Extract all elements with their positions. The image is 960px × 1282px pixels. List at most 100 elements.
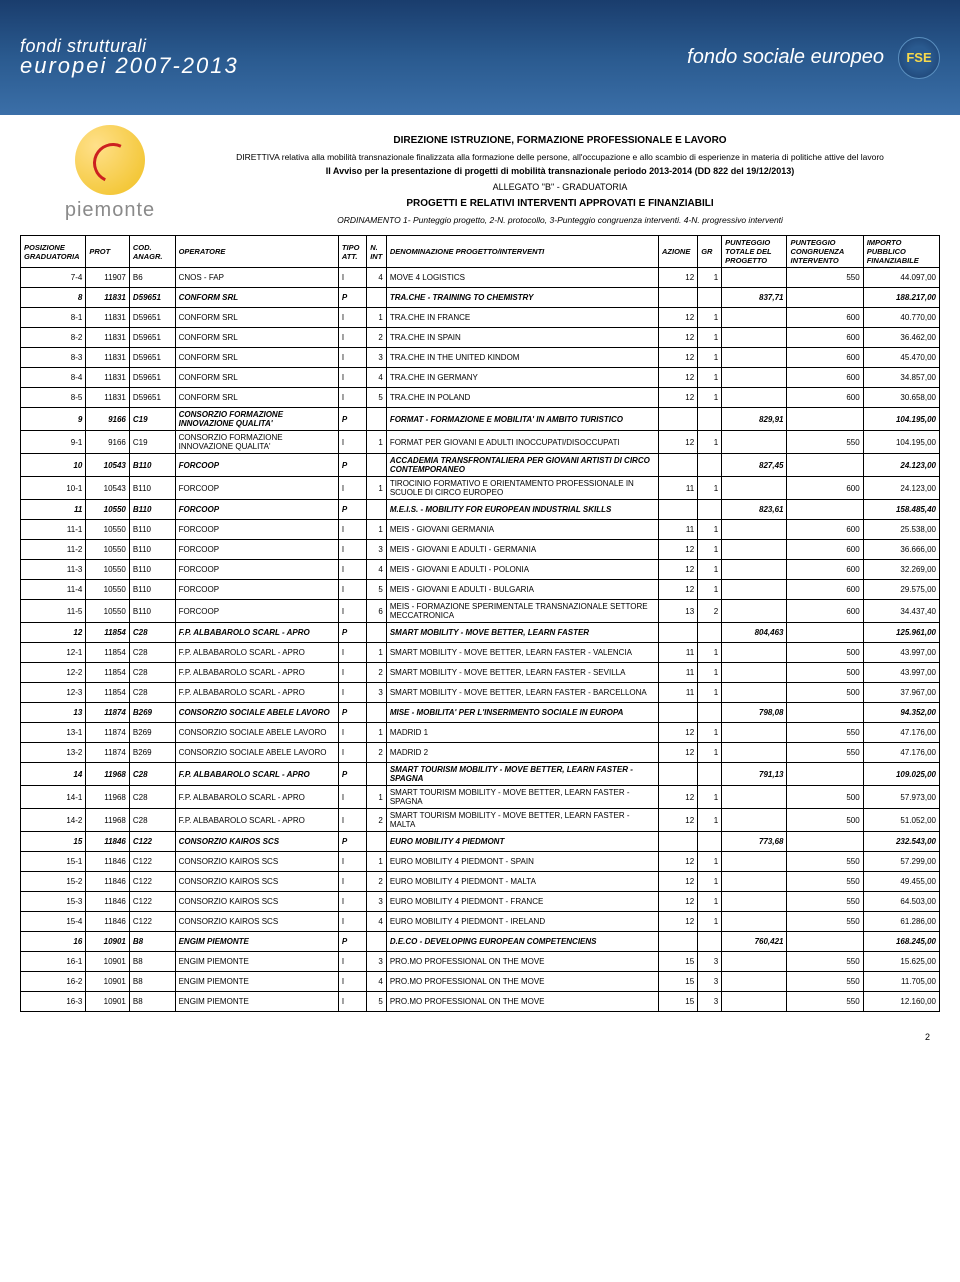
cell-imp: 104.195,00	[863, 431, 939, 454]
cell-cod: C122	[129, 912, 175, 932]
cell-pos: 11-4	[21, 580, 86, 600]
cell-prot: 10550	[86, 500, 130, 520]
cell-ptot	[722, 743, 787, 763]
cell-prot: 11831	[86, 368, 130, 388]
cell-ptot	[722, 368, 787, 388]
cell-tipo: I	[338, 992, 366, 1012]
table-header-row: POSIZIONE GRADUATORIA PROT COD. ANAGR. O…	[21, 236, 940, 268]
cell-tipo: I	[338, 560, 366, 580]
cell-den: FORMAT - FORMAZIONE E MOBILITA' IN AMBIT…	[386, 408, 658, 431]
cell-pos: 8-4	[21, 368, 86, 388]
cell-prot: 11854	[86, 643, 130, 663]
cell-tipo: P	[338, 763, 366, 786]
cell-prot: 11968	[86, 786, 130, 809]
cell-tipo: P	[338, 623, 366, 643]
cell-cod: D59651	[129, 308, 175, 328]
cell-prot: 10901	[86, 932, 130, 952]
cell-nint	[367, 454, 387, 477]
cell-pos: 13-1	[21, 723, 86, 743]
cell-pcon: 550	[787, 852, 863, 872]
cell-nint	[367, 288, 387, 308]
cell-imp: 34.437,40	[863, 600, 939, 623]
cell-imp: 47.176,00	[863, 723, 939, 743]
cell-cod: C28	[129, 643, 175, 663]
cell-pos: 14-1	[21, 786, 86, 809]
cell-op: CONSORZIO SOCIALE ABELE LAVORO	[175, 743, 338, 763]
cell-az: 11	[659, 643, 698, 663]
banner-right-text: fondo sociale europeo	[687, 46, 884, 69]
cell-az	[659, 623, 698, 643]
cell-den: PRO.MO PROFESSIONAL ON THE MOVE	[386, 992, 658, 1012]
cell-pos: 7-4	[21, 268, 86, 288]
cell-cod: B269	[129, 703, 175, 723]
cell-imp: 40.770,00	[863, 308, 939, 328]
doc-line5: PROGETTI E RELATIVI INTERVENTI APPROVATI…	[220, 198, 900, 209]
cell-ptot: 823,61	[722, 500, 787, 520]
table-row: 11-310550B110FORCOOPI4MEIS - GIOVANI E A…	[21, 560, 940, 580]
cell-imp: 158.485,40	[863, 500, 939, 520]
cell-cod: B8	[129, 932, 175, 952]
cell-imp: 188.217,00	[863, 288, 939, 308]
cell-ptot	[722, 348, 787, 368]
cell-pcon: 600	[787, 328, 863, 348]
cell-tipo: I	[338, 683, 366, 703]
cell-pos: 15-4	[21, 912, 86, 932]
table-row: 15-411846C122CONSORZIO KAIROS SCSI4EURO …	[21, 912, 940, 932]
cell-den: MADRID 1	[386, 723, 658, 743]
cell-imp: 24.123,00	[863, 477, 939, 500]
cell-pos: 9-1	[21, 431, 86, 454]
cell-op: F.P. ALBABAROLO SCARL - APRO	[175, 663, 338, 683]
cell-ptot: 827,45	[722, 454, 787, 477]
cell-tipo: I	[338, 520, 366, 540]
cell-pcon: 600	[787, 368, 863, 388]
cell-op: CONSORZIO KAIROS SCS	[175, 852, 338, 872]
doc-line6: ORDINAMENTO 1- Punteggio progetto, 2-N. …	[220, 215, 900, 225]
doc-line4: ALLEGATO "B" - GRADUATORIA	[220, 182, 900, 192]
th-az: AZIONE	[659, 236, 698, 268]
cell-prot: 9166	[86, 431, 130, 454]
cell-nint	[367, 703, 387, 723]
cell-gr: 1	[698, 580, 722, 600]
table-row: 8-211831D59651CONFORM SRLI2TRA.CHE IN SP…	[21, 328, 940, 348]
cell-pos: 16-1	[21, 952, 86, 972]
cell-cod: C122	[129, 832, 175, 852]
cell-den: TIROCINIO FORMATIVO E ORIENTAMENTO PROFE…	[386, 477, 658, 500]
cell-cod: B110	[129, 600, 175, 623]
cell-pos: 15-2	[21, 872, 86, 892]
cell-prot: 10543	[86, 477, 130, 500]
cell-pos: 8-2	[21, 328, 86, 348]
cell-op: CONSORZIO KAIROS SCS	[175, 912, 338, 932]
cell-az: 11	[659, 663, 698, 683]
cell-gr: 1	[698, 388, 722, 408]
cell-imp: 15.625,00	[863, 952, 939, 972]
cell-nint	[367, 763, 387, 786]
cell-pcon	[787, 288, 863, 308]
cell-tipo: I	[338, 643, 366, 663]
cell-ptot	[722, 992, 787, 1012]
cell-prot: 11854	[86, 683, 130, 703]
cell-gr: 3	[698, 972, 722, 992]
cell-prot: 10550	[86, 540, 130, 560]
cell-cod: B110	[129, 560, 175, 580]
cell-ptot: 829,91	[722, 408, 787, 431]
cell-op: FORCOOP	[175, 560, 338, 580]
cell-cod: C28	[129, 623, 175, 643]
cell-nint	[367, 932, 387, 952]
cell-az	[659, 500, 698, 520]
cell-ptot	[722, 912, 787, 932]
cell-cod: B269	[129, 723, 175, 743]
cell-az	[659, 288, 698, 308]
cell-den: EURO MOBILITY 4 PIEDMONT - IRELAND	[386, 912, 658, 932]
cell-imp: 61.286,00	[863, 912, 939, 932]
cell-den: EURO MOBILITY 4 PIEDMONT - SPAIN	[386, 852, 658, 872]
th-tipo: TIPO ATT.	[338, 236, 366, 268]
cell-ptot	[722, 580, 787, 600]
cell-az: 11	[659, 683, 698, 703]
cell-cod: D59651	[129, 388, 175, 408]
cell-prot: 10550	[86, 600, 130, 623]
cell-gr	[698, 288, 722, 308]
cell-tipo: I	[338, 972, 366, 992]
cell-az	[659, 703, 698, 723]
cell-nint: 4	[367, 972, 387, 992]
cell-pcon: 600	[787, 477, 863, 500]
